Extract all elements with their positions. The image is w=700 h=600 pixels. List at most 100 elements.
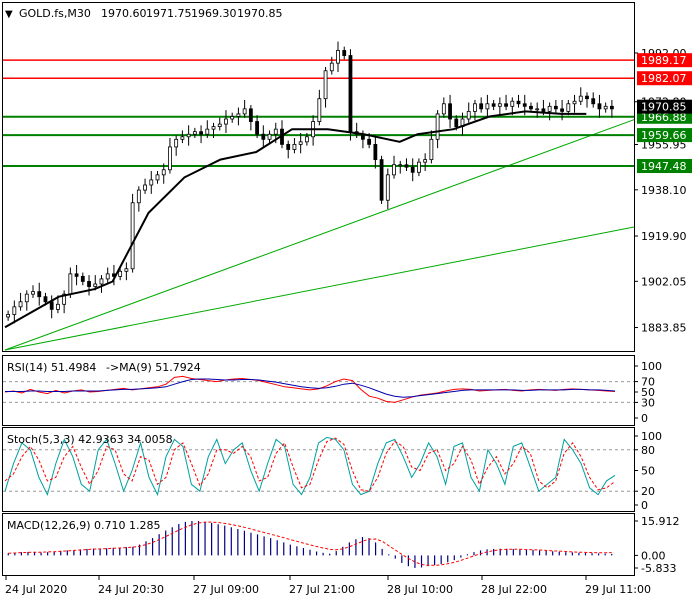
price-candle <box>585 92 589 108</box>
support-price-text: 1959.66 <box>641 129 687 142</box>
price-candle <box>485 94 490 118</box>
rsi-tick-label: 50 <box>641 386 655 399</box>
price-candle <box>404 158 409 172</box>
rsi-ma-line <box>5 378 616 398</box>
stoch-tick-label: 20 <box>641 485 655 498</box>
ohlc-close: 1970.85 <box>237 7 283 20</box>
macd-tick-label: 15.912 <box>641 515 680 528</box>
rsi-tick-label: 0 <box>641 412 648 425</box>
price-candle <box>323 66 328 108</box>
price-candle <box>155 171 160 184</box>
price-tick-label: 1902.05 <box>641 275 687 288</box>
support-price-tag <box>637 159 692 174</box>
price-candle <box>516 94 521 108</box>
price-candle <box>609 99 614 118</box>
price-candle <box>99 275 104 293</box>
time-tick-label: 28 Jul 22:00 <box>481 583 547 596</box>
stoch-signal-line <box>4 437 616 492</box>
price-candle <box>392 155 396 179</box>
price-candle <box>149 171 154 194</box>
price-candle <box>211 122 216 139</box>
price-candle <box>161 163 166 184</box>
stoch-tick-label: 100 <box>641 430 662 443</box>
price-candle <box>6 310 11 321</box>
price-candle <box>336 41 340 73</box>
price-candle <box>385 168 390 210</box>
stoch-tick-label: 0 <box>641 499 648 512</box>
price-candle <box>255 115 259 139</box>
support-price-text: 1966.88 <box>641 111 687 124</box>
time-tick-label: 27 Jul 21:00 <box>289 583 355 596</box>
price-pane[interactable] <box>2 2 635 352</box>
price-candle <box>479 97 484 113</box>
time-tick-label: 24 Jul 2020 <box>5 583 67 596</box>
support-price-tag <box>637 128 692 143</box>
price-candle <box>18 292 23 311</box>
price-candle <box>180 130 185 144</box>
price-candle <box>597 94 602 118</box>
price-candle <box>192 127 197 139</box>
price-candle <box>504 94 508 111</box>
price-candle <box>74 264 79 286</box>
price-candle <box>497 97 502 116</box>
price-candle <box>535 102 540 118</box>
price-candle <box>603 102 608 113</box>
price-candle <box>267 130 272 144</box>
time-tick-label: 27 Jul 09:00 <box>193 583 259 596</box>
collapse-triangle-icon[interactable]: ▼ <box>5 9 13 20</box>
rsi-ma-label: ->MA(9) 51.7924 <box>106 361 201 374</box>
price-candle <box>31 285 35 298</box>
rsi-tick-label: 100 <box>641 360 662 373</box>
price-candle <box>591 92 596 108</box>
price-candle <box>87 275 91 296</box>
price-candle <box>373 135 378 169</box>
price-candle <box>329 56 334 75</box>
price-candle <box>566 99 571 116</box>
resistance-price-tag <box>637 53 692 68</box>
price-candle <box>143 178 147 194</box>
price-tick-label: 1883.85 <box>641 322 687 335</box>
stoch-main-line <box>4 436 616 497</box>
macd-label: MACD(12,26,9) 0.710 1.285 <box>7 519 161 532</box>
price-candle <box>261 125 266 149</box>
stoch-tick-label: 80 <box>641 444 655 457</box>
rsi-tick-label: 30 <box>641 396 655 409</box>
price-candle <box>248 105 253 131</box>
price-candle <box>62 290 67 314</box>
price-tick-label: 1938.10 <box>641 184 687 197</box>
resistance-price-text: 1989.17 <box>641 54 687 67</box>
time-tick-label: 24 Jul 20:30 <box>98 583 164 596</box>
price-candle <box>304 132 309 146</box>
price-candle <box>199 125 203 144</box>
resistance-price-text: 1982.07 <box>641 72 687 85</box>
ohlc-open: 1970.60 <box>101 7 147 20</box>
price-candle <box>56 295 60 314</box>
current-price-text: 1970.85 <box>641 101 687 114</box>
trendline-1[interactable] <box>4 119 635 351</box>
price-candle <box>298 132 303 154</box>
price-candle <box>130 193 135 273</box>
trendline-2[interactable] <box>4 226 635 351</box>
price-candle <box>578 87 583 106</box>
ohlc-high: 1971.75 <box>146 7 192 20</box>
price-candle <box>547 102 552 121</box>
price-candle <box>12 300 17 324</box>
price-candle <box>491 99 496 111</box>
price-candle <box>553 99 558 113</box>
current-price-tag <box>637 99 692 114</box>
price-candle <box>286 140 291 159</box>
price-candle <box>118 267 123 281</box>
price-candle <box>317 89 322 126</box>
price-tick-label: 1919.90 <box>641 230 687 243</box>
macd-pane[interactable] <box>2 513 635 576</box>
price-candle <box>124 262 129 281</box>
price-candle <box>236 107 241 126</box>
time-tick-label: 28 Jul 10:00 <box>387 583 453 596</box>
price-candle <box>429 130 434 164</box>
price-candle <box>217 117 222 131</box>
price-candle <box>441 97 446 118</box>
price-candle <box>435 110 440 149</box>
price-candle <box>205 120 210 139</box>
stoch-tick-label: 50 <box>641 465 655 478</box>
